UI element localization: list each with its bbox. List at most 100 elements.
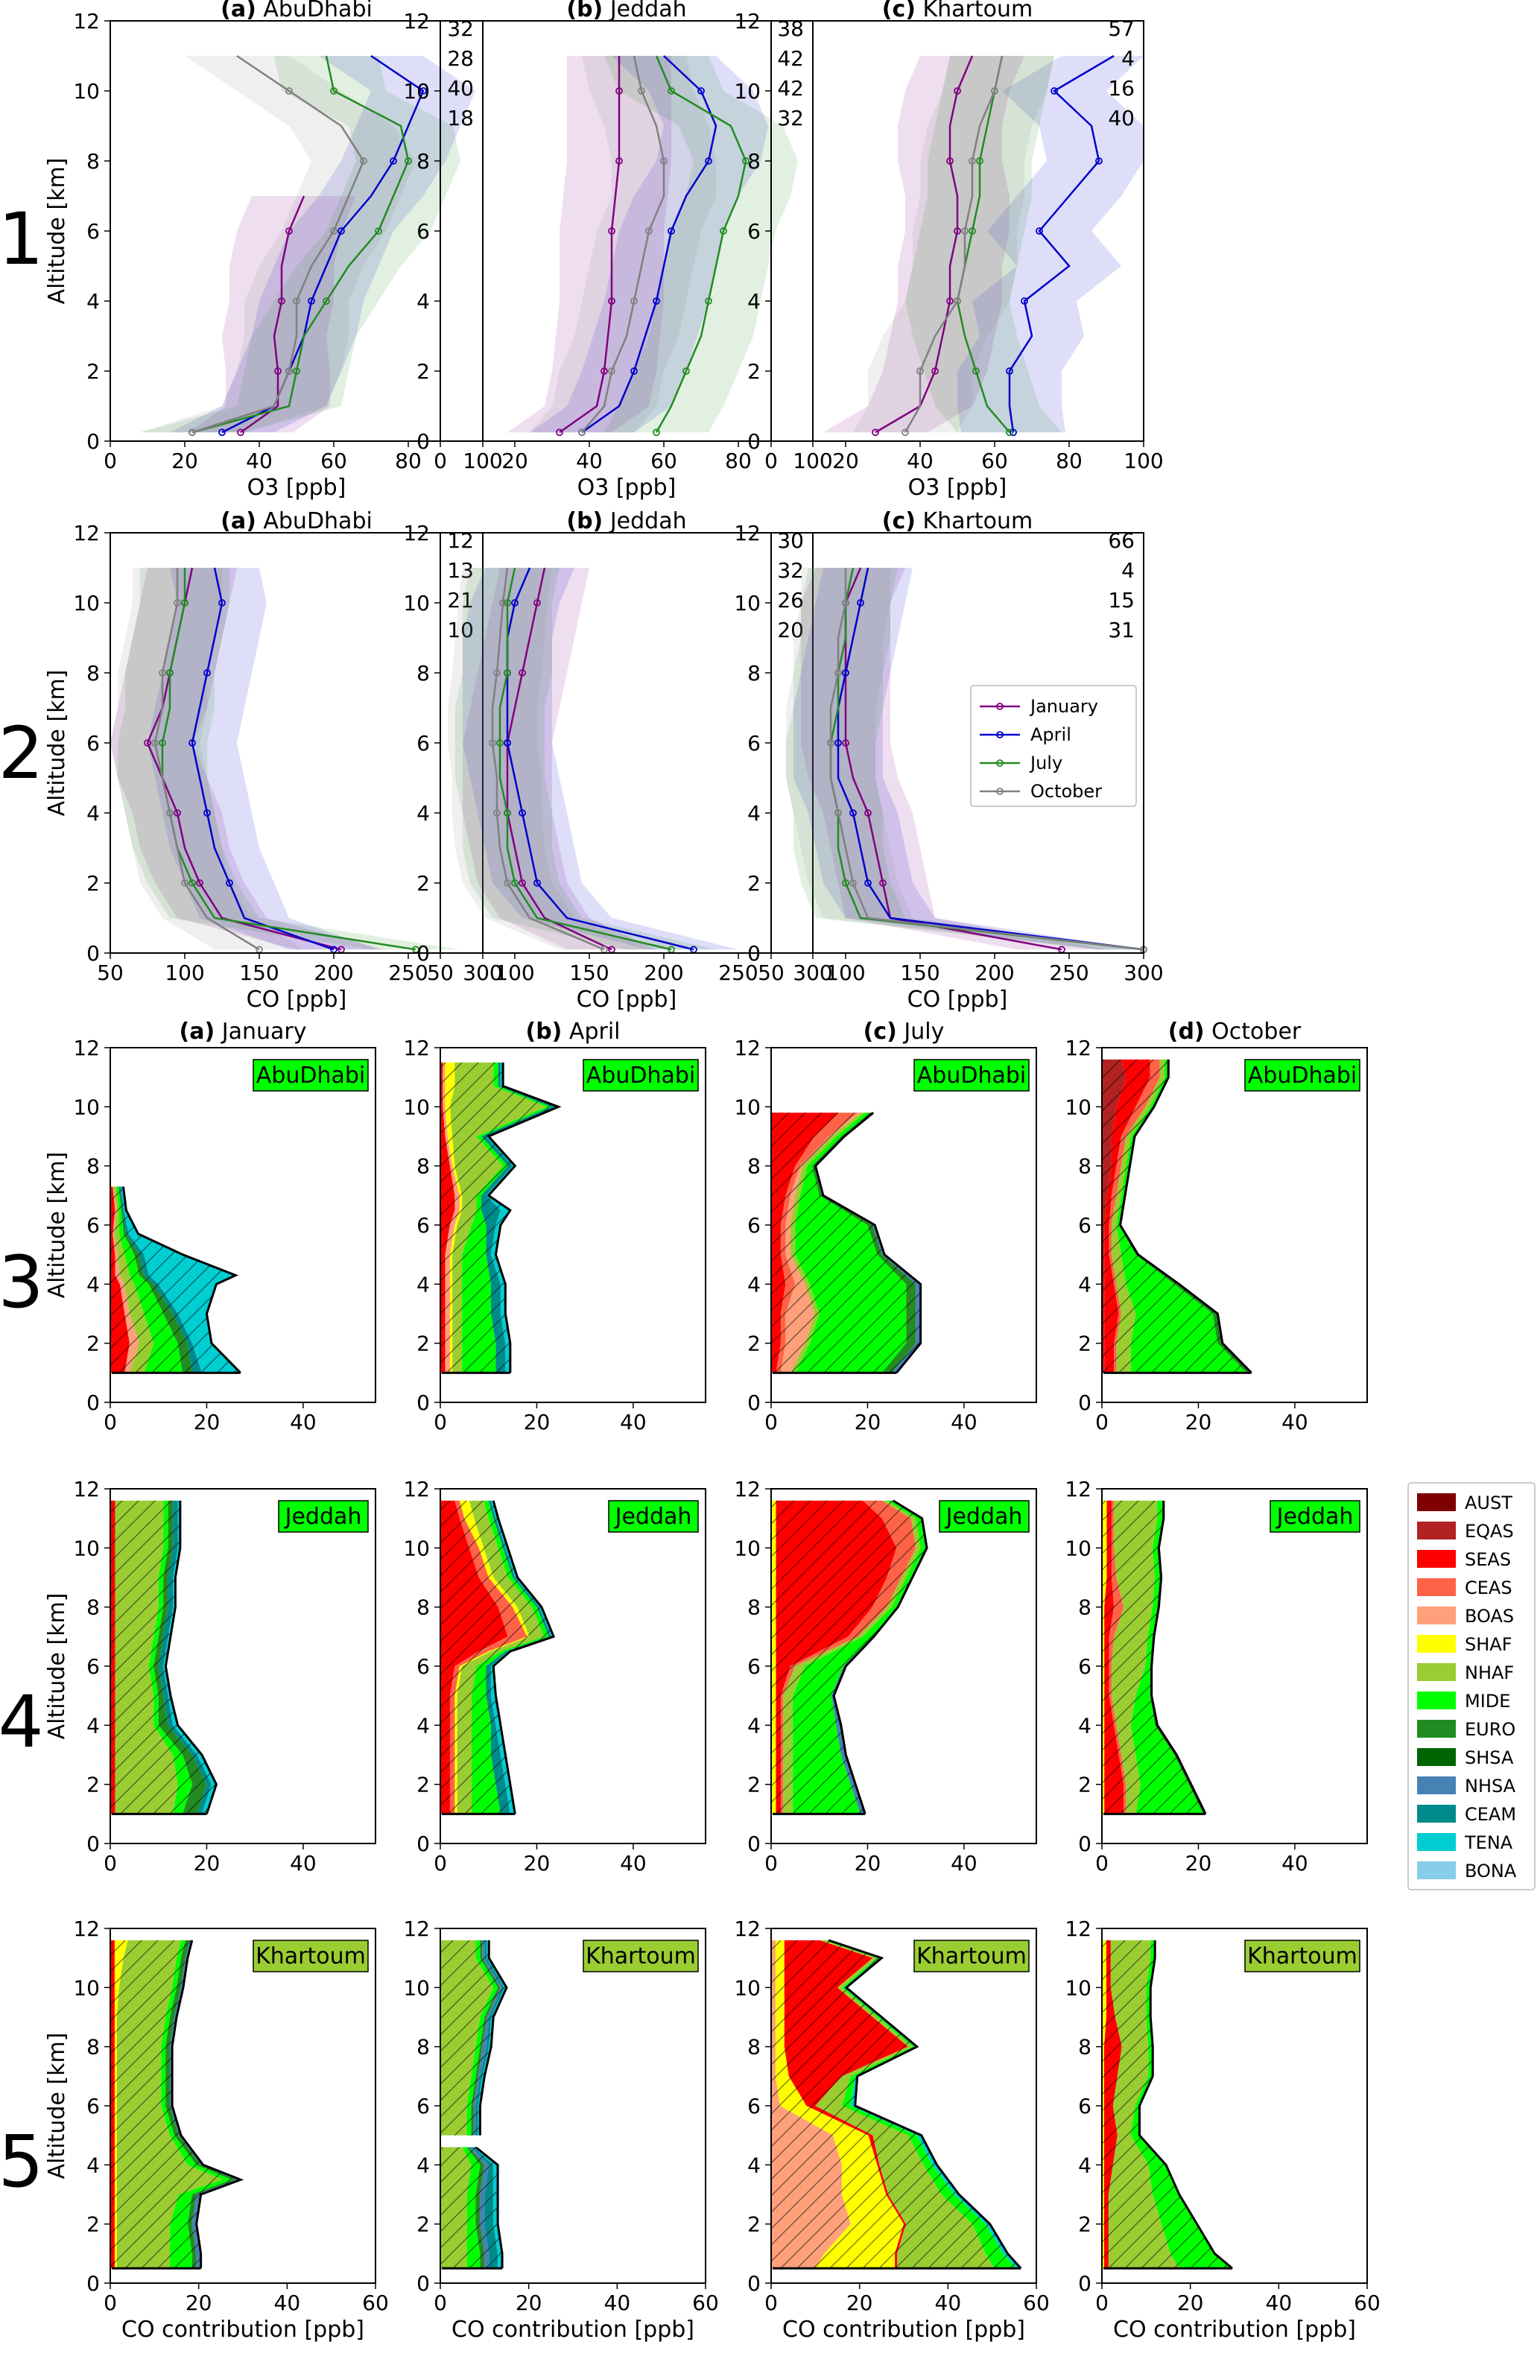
station-badge-bg [913,1059,1030,1092]
stack-xtick-label: 20 [186,2291,212,2315]
legend-swatch-ceam [1417,1805,1456,1823]
row2-ytick-label: 8 [86,661,100,686]
row2-xtick-label: 200 [975,960,1014,985]
station-badge: Jeddah [278,1500,369,1533]
row1-xtick-label: 0 [764,449,778,473]
row1-xtick-label: 20 [171,449,198,473]
legend-marker [996,731,1004,738]
row1-xtick-label: 40 [246,449,273,473]
sample-count: 40 [1108,106,1135,130]
stack-xtick-label: 0 [1095,1851,1109,1876]
band-january [507,56,671,433]
marker-january [946,297,954,305]
sample-count: 32 [777,558,804,583]
marker-october [166,809,174,817]
line-july [191,55,410,434]
row2-xtick-label: 100 [826,960,865,985]
row2-ytick-label: 2 [416,871,430,896]
stack-xtick-label: 0 [104,1851,117,1876]
row1-ytick-label: 0 [416,429,430,454]
stack-ytick-label: 12 [734,1477,761,1501]
stack-xtick-label: 20 [194,1851,221,1876]
sample-count: 13 [447,558,474,583]
legend-swatch-boas [1417,1607,1456,1624]
station-badge: AbuDhabi [253,1059,369,1092]
row2-ytick-label: 4 [86,801,100,826]
marker-october [330,227,338,235]
row1-xtick-label: 60 [981,449,1008,473]
stack-ytick-label: 10 [1065,1095,1091,1119]
band-january [188,196,356,433]
marker-july [1006,428,1013,437]
band-april [530,56,768,433]
stack-ytick-label: 12 [1065,1036,1091,1060]
station-badge-label: AbuDhabi [1248,1063,1357,1089]
total-outline [1150,1500,1207,1814]
total-outline [474,1940,508,2269]
legend-entry: April [1030,724,1071,745]
stack-ytick-label: 8 [86,1154,100,1179]
stack-ytick-label: 2 [1078,2212,1091,2237]
marker-october [991,87,998,95]
plot-frame [1101,1928,1368,2284]
station-badge-label: Khartoum [586,1943,696,1969]
marker-october [181,879,188,887]
row2-ytick-label: 4 [747,801,761,826]
marker-july [188,879,196,887]
sample-count: 57 [1108,16,1135,41]
sample-count: 66 [1108,528,1135,553]
marker-october [916,367,924,375]
stack-xtick-label: 40 [604,2291,631,2315]
marker-april [849,809,857,817]
stack-ytick-label: 4 [747,1272,761,1297]
panel-title-letter: (b) [566,0,603,22]
sample-count: 32 [777,106,804,130]
marker-april [511,599,519,607]
row1-ylabel: Altitude [km] [44,158,70,305]
contribution-panel-abudhabi-april: 0 20 40 0 2 4 6 8 10 12 AbuDhabi (b) April [403,1019,706,1434]
row2-ytick-label: 2 [747,871,761,896]
stack-ytick-label: 0 [1078,1832,1091,1856]
marker-april [842,669,849,677]
stack-ylabel: Altitude [km] [44,2033,70,2180]
stack-ytick-label: 6 [747,1213,761,1238]
marker-july [668,87,675,95]
contribution-panel-jeddah-january: 0 20 40 0 2 4 6 8 10 12 Altitude [km] Jeddah [44,1477,376,1876]
stack-xtick-label: 60 [1023,2291,1050,2315]
sample-count: 32 [447,16,474,41]
sample-count: 4 [1121,46,1135,71]
legend-entry: EQAS [1465,1521,1514,1542]
legend-entry: July [1029,753,1062,773]
band-january [463,568,656,950]
legend-box [1407,1482,1536,1890]
stack-ytick-label: 2 [416,1332,430,1356]
row2-ylabel: Altitude [km] [44,670,70,817]
stack-xtick-label: 20 [1185,1851,1212,1876]
row1-ytick-label: 6 [747,219,761,244]
marker-january [556,428,563,437]
marker-july [511,879,519,887]
plot-frame [440,1047,706,1403]
marker-april [308,297,315,305]
line-october [581,55,665,434]
band-april [148,568,378,950]
station-badge: AbuDhabi [913,1059,1030,1092]
row1-xtick-label: 40 [576,449,603,473]
legend-swatch-ceas [1417,1578,1456,1596]
plot-frame [110,532,484,954]
marker-april [218,428,226,437]
station-badge: Jeddah [939,1500,1030,1533]
station-badge: Khartoum [1244,1940,1360,1972]
marker-april [504,739,511,747]
row1-ytick-label: 0 [747,429,761,454]
column-title-text: July [897,1019,945,1045]
stack-ytick-label: 2 [747,2212,761,2237]
column-title-text: April [562,1019,620,1045]
stack-ytick-label: 2 [416,2212,430,2237]
stack-xtick-label: 0 [104,1410,117,1434]
marker-october [842,599,849,607]
marker-january [601,367,608,375]
stack-ytick-label: 0 [86,1390,100,1415]
marker-april [668,227,675,235]
plot-frame [110,1928,376,2284]
